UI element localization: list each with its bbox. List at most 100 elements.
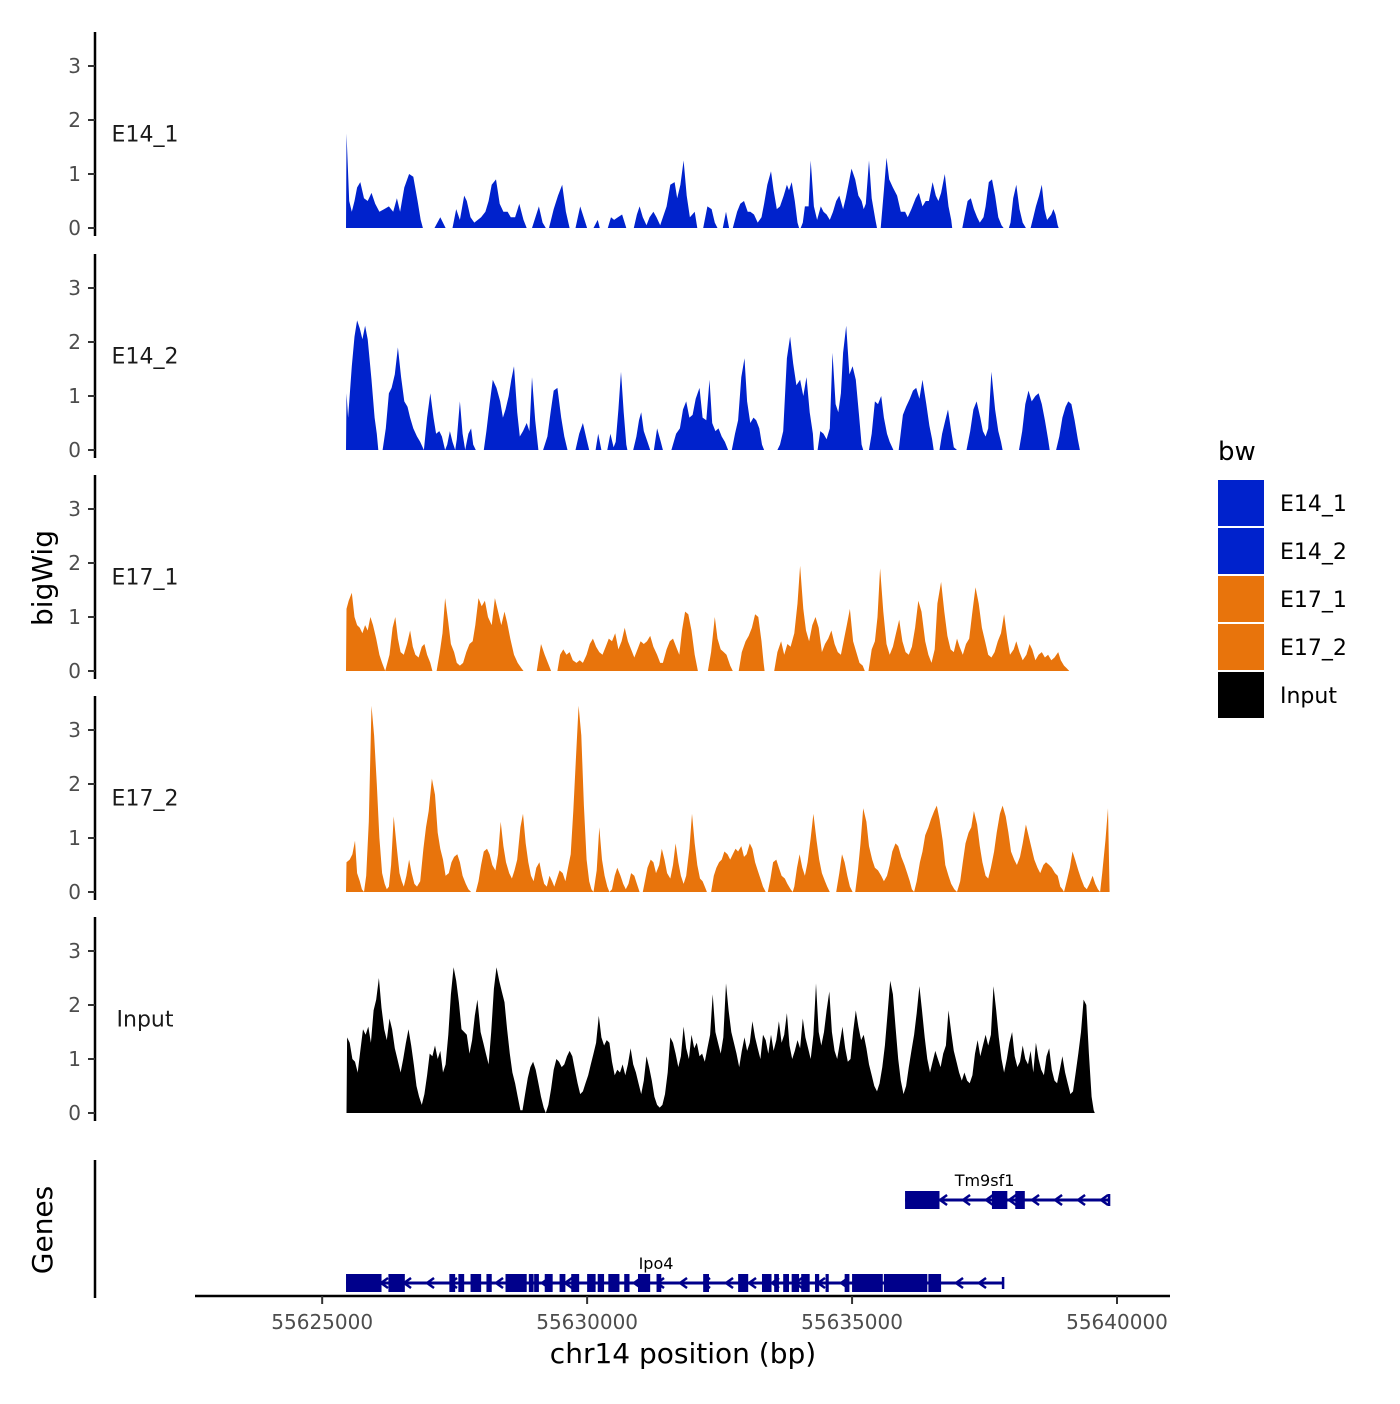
coverage-area-E17_2 — [346, 705, 1110, 892]
exon — [608, 1274, 620, 1292]
track-label: Input — [117, 1008, 174, 1033]
exon — [559, 1274, 566, 1292]
exon — [544, 1274, 553, 1292]
exon — [844, 1274, 850, 1292]
x-axis-title: chr14 position (bp) — [550, 1337, 816, 1370]
y-tick-label: 3 — [68, 54, 81, 78]
track-E14_2: 0 1 2 3 E14_2 — [68, 254, 1080, 462]
x-tick-label: 55625000 — [271, 1310, 373, 1334]
y-tick-label: 2 — [68, 993, 81, 1017]
genes-axis-title: Genes — [26, 1186, 59, 1274]
y-tick-label: 0 — [68, 659, 81, 683]
track-label: E14_2 — [112, 345, 179, 370]
exon — [774, 1274, 779, 1292]
exon — [449, 1274, 456, 1292]
exon — [346, 1274, 382, 1292]
track-label: E14_1 — [112, 123, 179, 148]
exon — [825, 1274, 829, 1292]
x-tick-label: 55640000 — [1066, 1310, 1168, 1334]
y-tick-label: 2 — [68, 108, 81, 132]
exon — [761, 1274, 772, 1292]
y-tick-label: 0 — [68, 216, 81, 240]
y-tick-label: 3 — [68, 497, 81, 521]
exon — [528, 1274, 534, 1292]
y-tick-label: 2 — [68, 772, 81, 796]
legend-label: Input — [1280, 684, 1337, 709]
strand-arrow — [953, 1276, 964, 1290]
exon — [991, 1191, 1008, 1209]
x-tick-label: 55635000 — [801, 1310, 903, 1334]
track-label: E17_1 — [112, 566, 179, 591]
exon — [1015, 1191, 1025, 1209]
exon — [703, 1274, 709, 1292]
exon — [905, 1191, 940, 1209]
gene-label: Tm9sf1 — [954, 1171, 1015, 1190]
exon — [388, 1274, 405, 1292]
exon — [783, 1274, 790, 1292]
legend-label: E14_1 — [1280, 492, 1347, 517]
strand-arrow — [493, 1276, 504, 1290]
exon — [637, 1274, 651, 1292]
legend-swatch — [1218, 672, 1264, 718]
strand-arrow — [723, 1276, 734, 1290]
exon — [597, 1274, 605, 1292]
strand-arrow — [960, 1193, 971, 1207]
legend-item-E17_2: E17_2 — [1218, 624, 1347, 670]
strand-arrow — [1098, 1193, 1109, 1207]
legend: bw E14_1 E14_2 E17_1 E17_2 Input — [1218, 437, 1347, 718]
strand-arrow — [1075, 1193, 1086, 1207]
exon — [505, 1274, 527, 1292]
exon — [458, 1274, 465, 1292]
y-tick-label: 0 — [68, 880, 81, 904]
track-E17_2: 0 1 2 3 E17_2 — [68, 696, 1110, 904]
strand-arrow — [937, 1193, 948, 1207]
y-tick-label: 0 — [68, 438, 81, 462]
legend-label: E14_2 — [1280, 540, 1347, 565]
legend-swatch — [1218, 624, 1264, 670]
exon — [801, 1274, 810, 1292]
gene-Tm9sf1: Tm9sf1 — [905, 1171, 1111, 1209]
track-label: E17_2 — [112, 787, 179, 812]
y-tick-label: 1 — [68, 1047, 81, 1071]
exon — [587, 1274, 596, 1292]
strand-arrow — [976, 1276, 987, 1290]
x-tick-label: 55630000 — [536, 1310, 638, 1334]
legend-swatch — [1218, 480, 1264, 526]
legend-title: bw — [1218, 437, 1256, 467]
strand-arrow — [1052, 1193, 1063, 1207]
legend-label: E17_1 — [1280, 588, 1347, 613]
track-E14_1: 0 1 2 3 E14_1 — [68, 32, 1059, 240]
legend-item-E14_1: E14_1 — [1218, 480, 1347, 526]
coverage-area-E14_1 — [346, 133, 1059, 228]
strand-arrow — [424, 1276, 435, 1290]
exon — [814, 1274, 820, 1292]
y-tick-label: 1 — [68, 605, 81, 629]
exon — [852, 1274, 883, 1292]
y-tick-label: 3 — [68, 939, 81, 963]
legend-item-Input: Input — [1218, 672, 1337, 718]
y-tick-label: 1 — [68, 162, 81, 186]
legend-item-E14_2: E14_2 — [1218, 528, 1347, 574]
y-tick-label: 3 — [68, 718, 81, 742]
legend-label: E17_2 — [1280, 636, 1347, 661]
gene-Ipo4: Ipo4 — [346, 1254, 1005, 1292]
legend-swatch — [1218, 576, 1264, 622]
exon — [624, 1274, 630, 1292]
exon — [656, 1274, 662, 1292]
strand-arrow — [677, 1276, 688, 1290]
coverage-area-Input — [346, 967, 1095, 1113]
strand-arrow — [1029, 1193, 1040, 1207]
exon — [928, 1274, 942, 1292]
exon — [738, 1274, 749, 1292]
y-axis-title: bigWig — [26, 530, 59, 626]
y-tick-label: 3 — [68, 276, 81, 300]
exon — [534, 1274, 539, 1292]
exon — [883, 1274, 928, 1292]
y-tick-label: 2 — [68, 551, 81, 575]
strand-arrow — [1006, 1193, 1017, 1207]
track-Input: 0 1 2 3 Input — [68, 917, 1095, 1125]
gene-label: Ipo4 — [639, 1254, 674, 1273]
y-tick-label: 1 — [68, 826, 81, 850]
